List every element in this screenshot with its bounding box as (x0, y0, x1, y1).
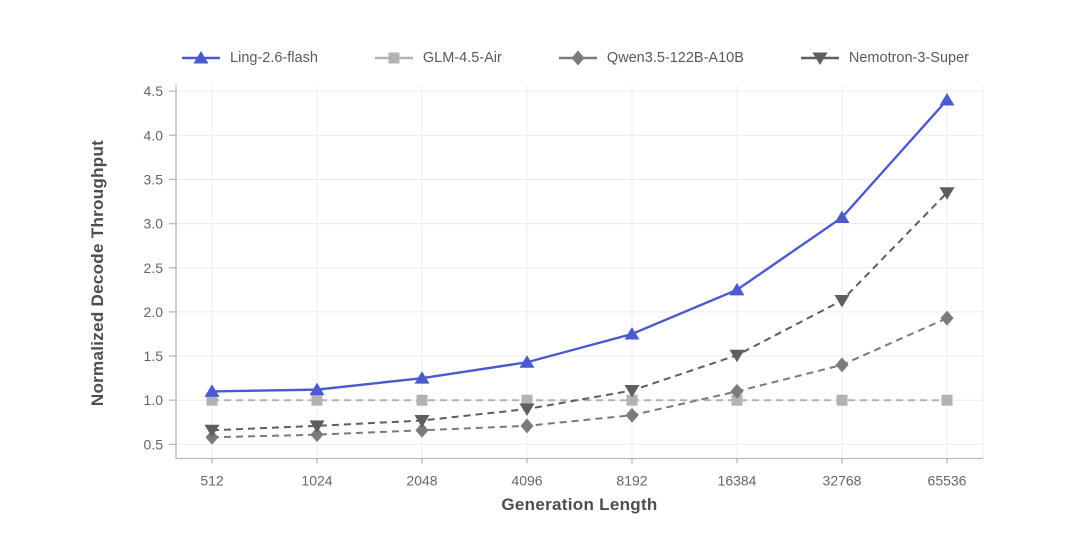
series-glm-4-5-air (206, 394, 953, 406)
legend-item-glm-4-5-air[interactable]: GLM-4.5-Air (374, 50, 502, 66)
y-tick-label: 4.0 (144, 127, 164, 143)
x-tick-label: 65536 (928, 473, 967, 489)
diamond-marker (940, 310, 954, 326)
y-tick-labels: 0.5 1.0 1.5 2.0 2.5 3.0 3.5 4.0 4.5 (144, 83, 164, 452)
triangle-up-marker (519, 355, 535, 368)
x-tick-label: 8192 (616, 473, 647, 489)
square-marker (206, 394, 218, 406)
y-axis-title: Normalized Decode Throughput (88, 139, 107, 407)
y-tick-label: 0.5 (144, 436, 164, 452)
series-nemotron-3-super (204, 187, 955, 438)
triangle-up-marker (939, 93, 955, 106)
y-tick-label: 2.0 (144, 304, 164, 320)
square-marker (731, 394, 743, 406)
x-tick-label: 32768 (823, 473, 862, 489)
triangle-down-marker (834, 294, 850, 308)
diamond-marker (205, 429, 219, 445)
legend-item-qwen3-5-122b-a10b[interactable]: Qwen3.5-122B-A10B (558, 50, 744, 66)
triangle-up-icon (182, 51, 221, 64)
series-ling-2-6-flash (204, 93, 955, 397)
legend-label-qwen3-5-122b-a10b: Qwen3.5-122B-A10B (606, 50, 744, 66)
x-tick-label: 1024 (301, 473, 332, 489)
y-tick-label: 2.5 (144, 260, 164, 276)
diamond-icon (558, 50, 597, 66)
x-axis-title: Generation Length (501, 495, 658, 514)
x-tick-label: 4096 (511, 473, 542, 489)
y-tick-label: 3.0 (144, 216, 164, 232)
square-marker (836, 394, 848, 406)
triangle-up-marker (309, 382, 325, 396)
triangle-down-marker (519, 403, 535, 417)
y-tick-label: 1.0 (144, 392, 164, 408)
legend-label-glm-4-5-air: GLM-4.5-Air (422, 50, 502, 66)
square-marker (521, 394, 533, 406)
triangle-up-marker (624, 327, 640, 340)
gridlines (176, 85, 984, 459)
diamond-marker (835, 357, 849, 373)
diamond-marker (625, 407, 639, 423)
diamond-marker (520, 418, 534, 434)
square-marker (941, 394, 953, 406)
diamond-marker (310, 427, 324, 443)
triangle-up-marker (414, 371, 430, 384)
legend-label-ling-2-6-flash: Ling-2.6-flash (230, 50, 318, 66)
y-tick-label: 1.5 (144, 348, 164, 364)
x-tick-label: 512 (200, 473, 224, 489)
axes (169, 85, 983, 464)
legend-label-nemotron-3-super: Nemotron-3-Super (848, 50, 969, 66)
x-tick-label: 16384 (718, 473, 757, 489)
square-marker (626, 394, 638, 406)
diamond-marker (415, 422, 429, 438)
triangle-down-marker (204, 424, 220, 438)
triangle-down-marker (309, 420, 325, 433)
triangle-up-marker (834, 210, 850, 223)
triangle-down-marker (729, 349, 745, 363)
legend-item-ling-2-6-flash[interactable]: Ling-2.6-flash (181, 50, 318, 66)
square-marker (311, 394, 323, 406)
triangle-down-marker (624, 385, 640, 398)
series-qwen3-5-122b-a10b (205, 310, 954, 445)
triangle-down-marker (939, 187, 955, 200)
x-tick-label: 2048 (406, 473, 437, 489)
triangle-up-marker (204, 384, 220, 397)
x-tick-labels: 512 1024 2048 4096 8192 16384 32768 65536 (200, 473, 966, 489)
triangle-down-marker (414, 415, 430, 428)
square-marker (416, 394, 428, 406)
diamond-marker (730, 383, 744, 399)
square-icon (374, 52, 413, 64)
legend: Ling-2.6-flash GLM-4.5-Air Qwen3.5-122B-… (100, 46, 1050, 70)
triangle-down-icon (800, 52, 839, 65)
triangle-up-marker (729, 282, 745, 296)
legend-item-nemotron-3-super[interactable]: Nemotron-3-Super (800, 50, 969, 66)
y-tick-label: 4.5 (144, 83, 164, 99)
y-tick-label: 3.5 (144, 171, 164, 187)
